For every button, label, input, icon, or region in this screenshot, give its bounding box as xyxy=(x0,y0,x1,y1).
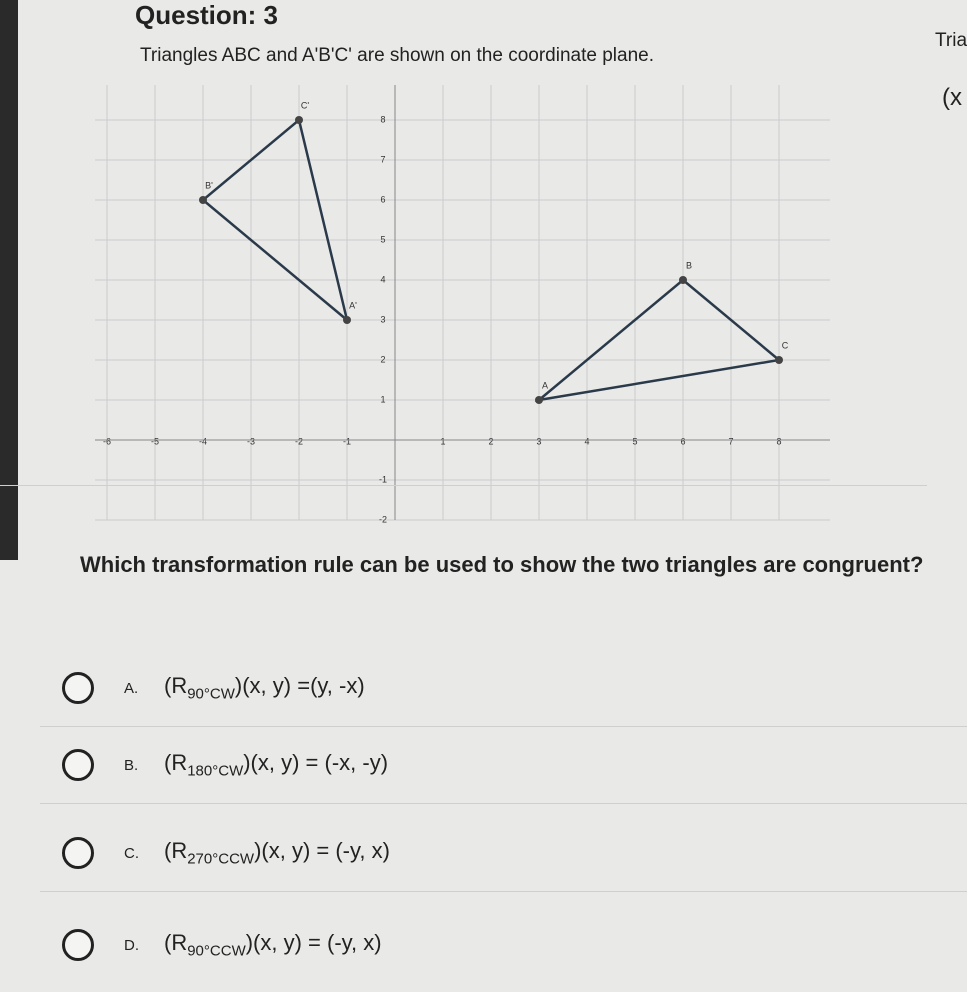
rule-pre: (R xyxy=(164,673,188,699)
radio[interactable] xyxy=(62,749,94,781)
y-tick-label: 7 xyxy=(380,154,385,164)
y-tick-label: 4 xyxy=(380,274,385,284)
point-label: A' xyxy=(349,300,357,310)
rule-sub: 270°CCW xyxy=(187,850,255,868)
x-tick-label: -2 xyxy=(295,436,303,446)
divider xyxy=(0,485,927,486)
divider xyxy=(40,803,967,804)
point-label: B xyxy=(686,260,692,270)
x-tick-label: 6 xyxy=(680,436,685,446)
coordinate-plane: -6 -5 -4 -3 -2 -1 1 2 3 4 5 6 7 8 -2 -1 1 2 3 4 5 6 7 8 A B C A' B' C… xyxy=(95,85,830,524)
rule-sub: 180°CW xyxy=(187,762,244,780)
point-label: C xyxy=(782,340,789,350)
rule-pre: (R xyxy=(164,838,188,864)
y-tick-label: 5 xyxy=(380,234,385,244)
option-letter: C. xyxy=(124,844,139,862)
y-tick-label: -2 xyxy=(379,514,387,524)
option[interactable]: B. (R180°CW)(x, y) = (-x, -y) xyxy=(62,745,388,785)
y-tick-label: -1 xyxy=(379,474,387,484)
x-tick-label: 4 xyxy=(584,436,589,446)
x-tick-label: 7 xyxy=(728,436,733,446)
option[interactable]: A. (R90°CW)(x, y) =(y, -x) xyxy=(62,668,365,708)
x-tick-label: 8 xyxy=(776,436,781,446)
x-tick-label: 5 xyxy=(632,436,637,446)
question-number: Question: 3 xyxy=(135,0,279,30)
point xyxy=(295,116,303,124)
rule-post: )(x, y) = (-x, -y) xyxy=(243,750,389,776)
x-tick-label: 3 xyxy=(536,436,541,446)
option[interactable]: D. (R90°CCW)(x, y) = (-y, x) xyxy=(62,925,382,965)
rule-post: )(x, y) = (-y, x) xyxy=(245,930,382,956)
point-label: A xyxy=(542,380,548,390)
divider xyxy=(40,726,967,727)
point-label: C' xyxy=(301,100,309,110)
rule: (R90°CCW)(x, y) = (-y, x) xyxy=(164,930,382,959)
rule-pre: (R xyxy=(164,750,188,776)
rule: (R180°CW)(x, y) = (-x, -y) xyxy=(164,750,388,779)
y-tick-label: 2 xyxy=(380,354,385,364)
point-label: B' xyxy=(205,180,213,190)
radio[interactable] xyxy=(62,929,94,961)
rule-post: )(x, y) =(y, -x) xyxy=(234,673,365,699)
point xyxy=(199,196,207,204)
screen-edge xyxy=(0,0,18,560)
rule-post: )(x, y) = (-y, x) xyxy=(254,838,390,864)
cut-text: (x xyxy=(942,84,962,111)
triangle xyxy=(534,278,782,402)
option-letter: B. xyxy=(124,756,139,774)
rule: (R270°CCW)(x, y) = (-y, x) xyxy=(164,838,390,867)
option-letter: A. xyxy=(124,679,139,697)
y-tick-label: 1 xyxy=(380,394,385,404)
point xyxy=(343,316,351,324)
y-tick-label: 3 xyxy=(380,314,385,324)
x-tick-label: -5 xyxy=(151,436,159,446)
y-tick-label: 8 xyxy=(380,114,385,124)
cut-text: Tria xyxy=(935,30,967,51)
option[interactable]: C. (R270°CCW)(x, y) = (-y, x) xyxy=(62,833,390,873)
point xyxy=(679,276,687,284)
x-tick-label: 2 xyxy=(488,436,493,446)
x-tick-label: 1 xyxy=(440,436,445,446)
point xyxy=(535,396,543,404)
radio[interactable] xyxy=(62,672,94,704)
rule-sub: 90°CW xyxy=(187,685,235,703)
divider xyxy=(40,891,967,892)
triangle xyxy=(201,117,350,324)
y-tick-label: 6 xyxy=(380,194,385,204)
prompt: Triangles ABC and A'B'C' are shown on th… xyxy=(140,45,654,66)
rule: (R90°CW)(x, y) =(y, -x) xyxy=(164,673,365,702)
x-tick-label: -3 xyxy=(247,436,255,446)
x-tick-label: -1 xyxy=(343,436,351,446)
x-tick-label: -4 xyxy=(199,436,207,446)
rule-pre: (R xyxy=(164,930,188,956)
point xyxy=(775,356,783,364)
rule-sub: 90°CCW xyxy=(187,942,246,960)
option-letter: D. xyxy=(124,936,139,954)
x-tick-label: -6 xyxy=(103,436,111,446)
question-text: Which transformation rule can be used to… xyxy=(80,552,924,577)
radio[interactable] xyxy=(62,837,94,869)
